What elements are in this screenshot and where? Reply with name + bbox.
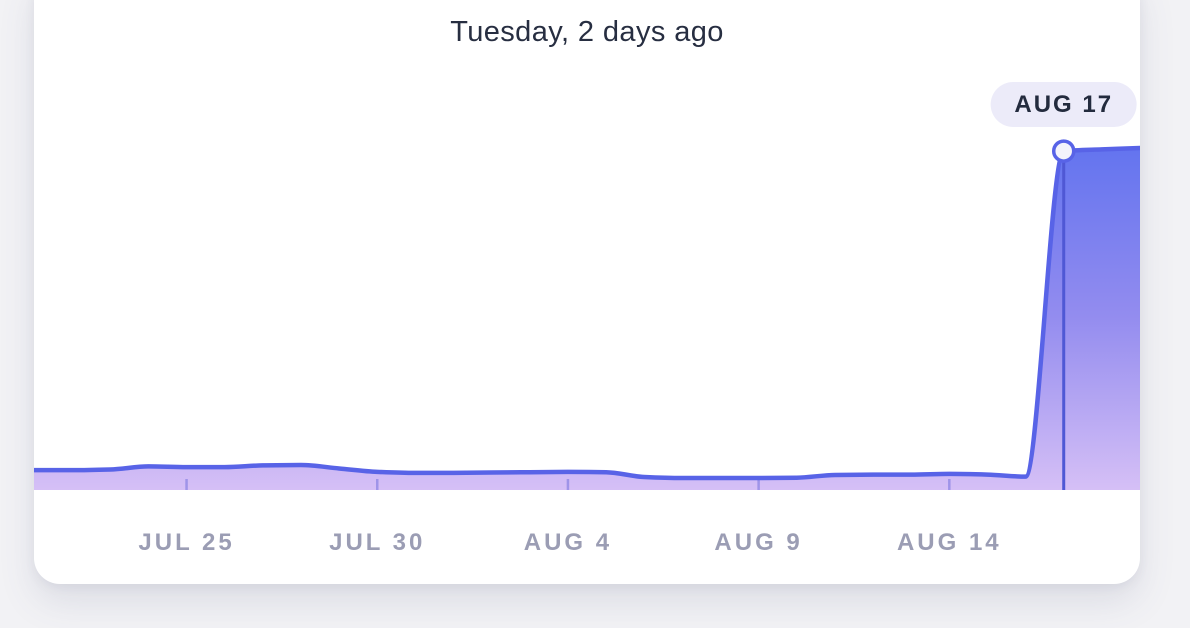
timeseries-area-chart[interactable] (34, 0, 1140, 491)
x-axis-label: AUG 14 (896, 529, 1002, 556)
selected-point-marker[interactable] (1051, 139, 1076, 163)
area-fill (34, 148, 1140, 490)
x-axis-label: JUL 30 (329, 529, 426, 556)
chart-title: Tuesday, 2 days ago (450, 16, 724, 48)
x-axis-label: AUG 9 (714, 529, 803, 556)
selected-date-badge: AUG 17 (990, 82, 1138, 127)
x-axis-label: JUL 25 (138, 529, 235, 556)
trend-line (34, 145, 1140, 481)
x-axis-label: AUG 4 (523, 529, 613, 556)
